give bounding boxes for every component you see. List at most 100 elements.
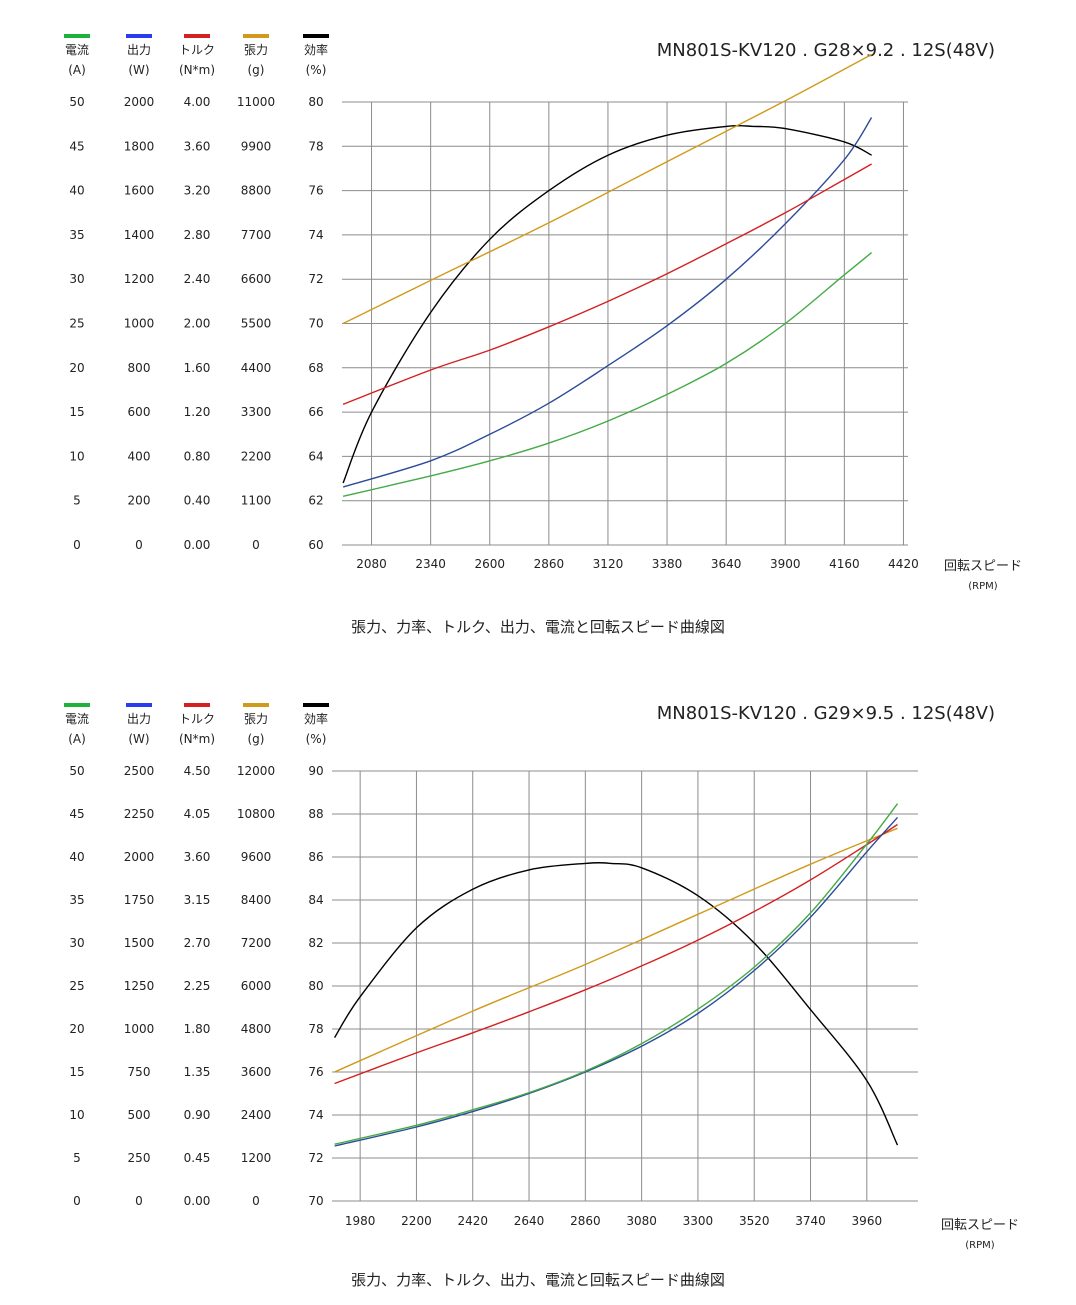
y-tick-label: 9600 <box>241 850 272 864</box>
y-tick-label: 12000 <box>237 764 275 778</box>
y-tick-label: 250 <box>128 1151 151 1165</box>
y-tick-label: 5500 <box>241 317 272 331</box>
x-tick-label: 3740 <box>795 1214 826 1228</box>
x-tick-label: 3640 <box>711 557 742 571</box>
series-line-torque <box>334 823 898 1085</box>
y-axis-unit: (N*m) <box>179 732 215 746</box>
legend-swatch <box>64 703 90 707</box>
y-tick-label: 4400 <box>241 361 272 375</box>
x-tick-label: 3900 <box>770 557 801 571</box>
y-axis-name: 電流 <box>65 43 89 57</box>
y-tick-label: 2400 <box>241 1108 272 1122</box>
legend-swatch <box>126 703 152 707</box>
y-tick-label: 3300 <box>241 405 272 419</box>
y-tick-label: 78 <box>308 139 323 153</box>
y-axis-unit: (g) <box>248 63 265 77</box>
y-tick-label: 30 <box>69 272 84 286</box>
chart-2: 1980 2200 2420 2640 2860 3080 3300 3520 3740 3960… <box>0 652 1076 1304</box>
legend-swatch <box>303 34 329 38</box>
y-tick-label: 750 <box>128 1065 151 1079</box>
y-tick-label: 45 <box>69 807 84 821</box>
x-tick-label: 3520 <box>739 1214 770 1228</box>
x-tick-label: 2340 <box>415 557 446 571</box>
y-tick-label: 90 <box>308 764 323 778</box>
series-line-thrust <box>342 53 872 325</box>
y-axis-name: トルク <box>179 712 215 726</box>
y-tick-label: 30 <box>69 936 84 950</box>
series-line-power <box>334 816 899 1147</box>
y-tick-label: 1.60 <box>184 361 211 375</box>
y-tick-label: 200 <box>128 494 151 508</box>
y-tick-label: 62 <box>308 494 323 508</box>
y-tick-label: 11000 <box>237 95 275 109</box>
y-tick-label: 72 <box>308 272 323 286</box>
y-tick-label: 2250 <box>124 807 155 821</box>
y-tick-label: 74 <box>308 1108 323 1122</box>
y-axis-unit: (g) <box>248 732 265 746</box>
y-tick-label: 35 <box>69 228 84 242</box>
x-tick-label: 2860 <box>570 1214 601 1228</box>
x-tick-label: 3300 <box>683 1214 714 1228</box>
y-tick-label: 78 <box>308 1022 323 1036</box>
y-tick-label: 2000 <box>124 850 155 864</box>
y-tick-label: 50 <box>69 764 84 778</box>
y-axis-name: トルク <box>179 43 215 57</box>
x-tick-label: 3080 <box>626 1214 657 1228</box>
y-tick-label: 1000 <box>124 1022 155 1036</box>
y-tick-label: 88 <box>308 807 323 821</box>
y-tick-label: 6000 <box>241 979 272 993</box>
y-tick-label: 60 <box>308 538 323 552</box>
y-tick-label: 3.60 <box>184 139 211 153</box>
y-tick-label: 10 <box>69 449 84 463</box>
y-axis-unit: (W) <box>128 732 149 746</box>
y-tick-label: 10 <box>69 1108 84 1122</box>
y-axis-name: 電流 <box>65 712 89 726</box>
x-tick-label: 2860 <box>534 557 565 571</box>
x-tick-label: 1980 <box>345 1214 376 1228</box>
x-tick-label: 2080 <box>356 557 387 571</box>
chart-2-svg: 1980 2200 2420 2640 2860 3080 3300 3520 3740 3960… <box>64 703 1019 1289</box>
x-tick-label: 3960 <box>852 1214 883 1228</box>
y-tick-label: 2.40 <box>184 272 211 286</box>
chart-1-svg: 2080 2340 2600 2860 3120 3380 3640 3900 4160 4420… <box>64 34 1022 636</box>
y-tick-label: 2.70 <box>184 936 211 950</box>
y-tick-label: 15 <box>69 1065 84 1079</box>
y-tick-label: 0 <box>252 1194 260 1208</box>
y-axis-unit: (A) <box>68 63 86 77</box>
y-tick-label: 0 <box>135 1194 143 1208</box>
series-line-thrust <box>334 827 898 1073</box>
y-tick-label: 82 <box>308 936 323 950</box>
legend-swatch <box>64 34 90 38</box>
legend-swatch <box>243 34 269 38</box>
x-tick-label: 2420 <box>457 1214 488 1228</box>
y-tick-label: 800 <box>128 361 151 375</box>
x-tick-label: 3120 <box>593 557 624 571</box>
y-tick-label: 9900 <box>241 139 272 153</box>
y-tick-label: 15 <box>69 405 84 419</box>
y-tick-label: 70 <box>308 317 323 331</box>
y-tick-label: 0.00 <box>184 538 211 552</box>
x-axis-unit: (RPM) <box>965 1240 995 1251</box>
y-tick-label: 76 <box>308 184 323 198</box>
y-tick-label: 400 <box>128 449 151 463</box>
legend-swatch <box>303 703 329 707</box>
y-tick-label: 1750 <box>124 893 155 907</box>
y-tick-label: 25 <box>69 979 84 993</box>
legend-swatch <box>184 703 210 707</box>
y-tick-label: 7700 <box>241 228 272 242</box>
x-axis-label: 回転スピード <box>941 1218 1019 1233</box>
y-tick-label: 20 <box>69 1022 84 1036</box>
y-tick-label: 0.90 <box>184 1108 211 1122</box>
y-tick-label: 7200 <box>241 936 272 950</box>
y-tick-label: 76 <box>308 1065 323 1079</box>
y-tick-label: 0.40 <box>184 494 211 508</box>
y-tick-label: 2.25 <box>184 979 211 993</box>
y-tick-label: 1.20 <box>184 405 211 419</box>
y-axis-unit: (%) <box>306 63 327 77</box>
y-axis-name: 張力 <box>244 43 268 57</box>
y-tick-label: 0.45 <box>184 1151 211 1165</box>
y-tick-label: 1800 <box>124 139 155 153</box>
y-tick-label: 1400 <box>124 228 155 242</box>
y-tick-label: 64 <box>308 449 323 463</box>
legend-swatch <box>126 34 152 38</box>
